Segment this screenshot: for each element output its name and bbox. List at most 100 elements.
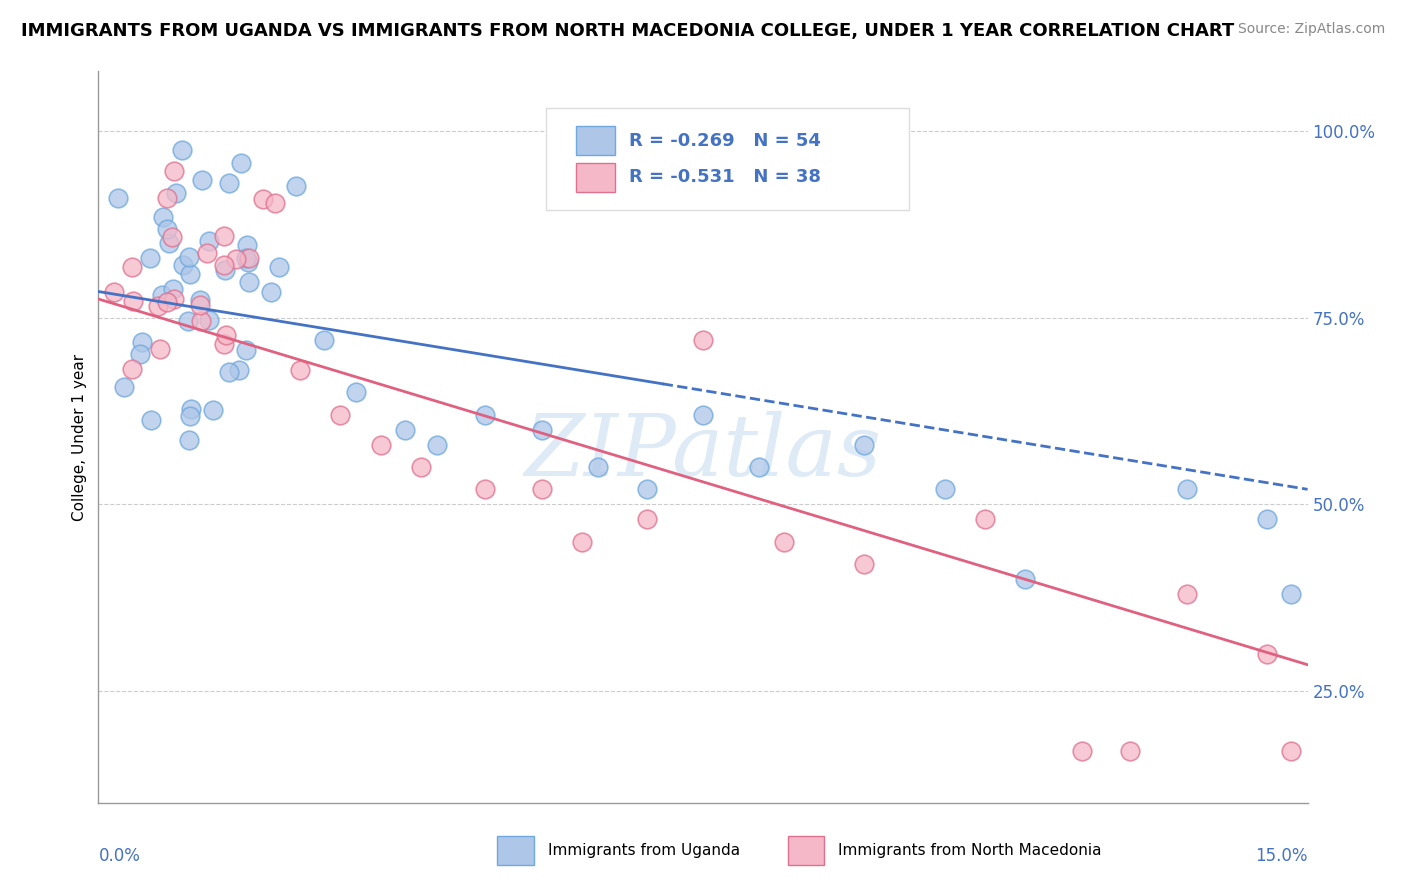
Point [162, 282, 184, 296]
Point [152, 210, 174, 224]
Point [121, 260, 143, 274]
Text: IMMIGRANTS FROM UGANDA VS IMMIGRANTS FROM NORTH MACEDONIA COLLEGE, UNDER 1 YEAR : IMMIGRANTS FROM UGANDA VS IMMIGRANTS FRO… [21, 22, 1234, 40]
Point [474, 483, 496, 497]
Point [179, 267, 201, 281]
Point [853, 557, 876, 571]
Point [934, 483, 956, 497]
Point [156, 294, 179, 309]
Point [530, 483, 553, 497]
Point [586, 459, 609, 474]
Text: R = -0.269   N = 54: R = -0.269 N = 54 [630, 132, 821, 150]
Point [225, 252, 247, 266]
Point [157, 236, 180, 251]
Point [264, 195, 287, 210]
Point [191, 173, 214, 187]
Point [1281, 743, 1303, 757]
Point [212, 228, 235, 243]
Point [131, 335, 153, 350]
Point [235, 237, 257, 252]
Point [139, 413, 162, 427]
Point [1070, 743, 1092, 757]
Point [748, 459, 770, 474]
Point [173, 258, 195, 272]
Point [202, 403, 225, 417]
Point [238, 275, 260, 289]
Point [853, 437, 876, 451]
Point [1256, 647, 1278, 661]
Point [112, 379, 135, 393]
Point [150, 287, 173, 301]
Point [692, 408, 714, 422]
Point [314, 333, 336, 347]
Point [218, 176, 240, 190]
Point [188, 293, 211, 308]
Point [636, 483, 658, 497]
FancyBboxPatch shape [576, 127, 614, 155]
Point [129, 347, 152, 361]
Point [122, 293, 145, 308]
Point [190, 314, 212, 328]
Point [772, 534, 794, 549]
Point [394, 423, 416, 437]
Y-axis label: College, Under 1 year: College, Under 1 year [72, 353, 87, 521]
Text: Source: ZipAtlas.com: Source: ZipAtlas.com [1237, 22, 1385, 37]
Point [218, 365, 240, 379]
Point [1281, 587, 1303, 601]
Text: R = -0.531   N = 38: R = -0.531 N = 38 [630, 169, 821, 186]
Point [198, 313, 221, 327]
Text: 15.0%: 15.0% [1256, 847, 1308, 864]
Point [156, 221, 179, 235]
Point [571, 534, 593, 549]
Point [177, 314, 200, 328]
Point [146, 299, 169, 313]
Point [269, 260, 291, 274]
Point [329, 408, 352, 422]
Point [252, 192, 274, 206]
Point [1119, 743, 1142, 757]
Point [212, 336, 235, 351]
Point [231, 155, 253, 169]
FancyBboxPatch shape [546, 108, 908, 211]
Text: Immigrants from Uganda: Immigrants from Uganda [548, 843, 741, 858]
Point [288, 363, 311, 377]
Point [163, 163, 186, 178]
Point [474, 408, 496, 422]
Point [166, 186, 188, 200]
Point [236, 254, 259, 268]
Point [172, 144, 194, 158]
Point [162, 229, 184, 244]
Point [1014, 572, 1036, 586]
Point [426, 437, 449, 451]
Point [409, 459, 432, 474]
Point [238, 252, 260, 266]
Point [180, 401, 202, 416]
Point [156, 191, 179, 205]
Point [285, 178, 308, 193]
Point [974, 512, 997, 526]
Point [636, 512, 658, 526]
Point [121, 362, 143, 376]
Point [235, 251, 257, 265]
Point [103, 285, 125, 300]
Point [177, 433, 200, 447]
Point [260, 285, 283, 300]
Point [195, 246, 218, 260]
Point [188, 298, 211, 312]
Point [215, 328, 238, 343]
Point [235, 343, 257, 357]
Point [214, 262, 236, 277]
Point [692, 333, 714, 347]
Point [228, 363, 250, 377]
Point [530, 423, 553, 437]
Text: 0.0%: 0.0% [98, 847, 141, 864]
Text: ZIPatlas: ZIPatlas [524, 410, 882, 493]
Point [1175, 483, 1198, 497]
Point [139, 252, 162, 266]
Point [198, 234, 221, 248]
FancyBboxPatch shape [576, 163, 614, 192]
Point [163, 292, 186, 306]
Text: Immigrants from North Macedonia: Immigrants from North Macedonia [838, 843, 1102, 858]
Point [179, 409, 201, 423]
Point [149, 342, 172, 356]
Point [177, 250, 200, 264]
